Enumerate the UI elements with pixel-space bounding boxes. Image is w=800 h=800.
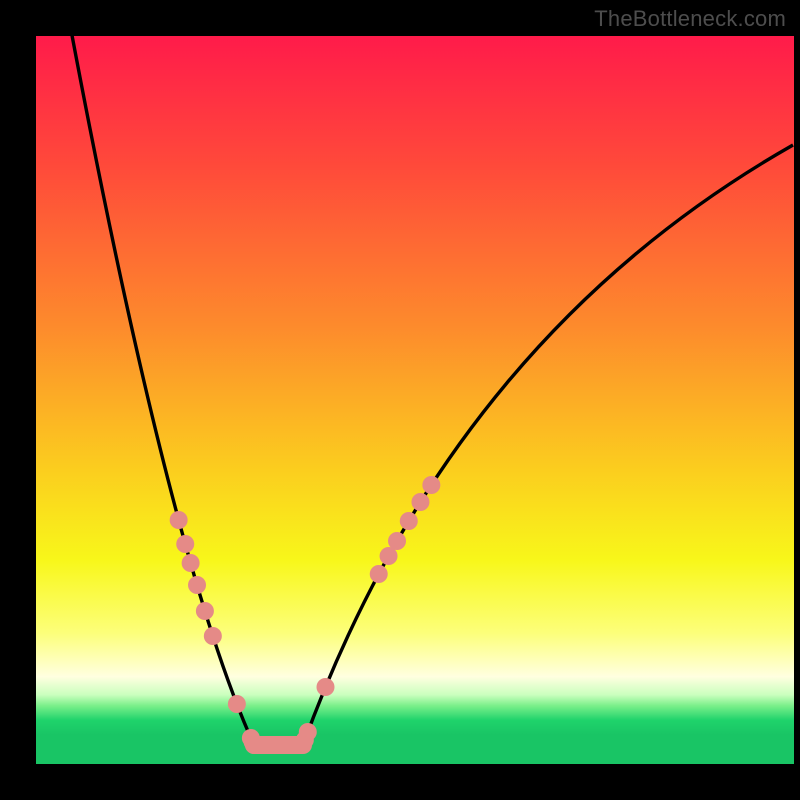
right-marker (400, 512, 418, 530)
left-marker (196, 602, 214, 620)
left-marker (182, 554, 200, 572)
left-marker (188, 576, 206, 594)
left-marker (228, 695, 246, 713)
right-marker (370, 565, 388, 583)
left-marker (170, 511, 188, 529)
chart-container: TheBottleneck.com (0, 0, 800, 800)
right-marker (422, 476, 440, 494)
bottleneck-chart (0, 0, 800, 800)
left-marker (204, 627, 222, 645)
right-marker (388, 532, 406, 550)
right-marker (317, 678, 335, 696)
watermark-text: TheBottleneck.com (594, 6, 786, 32)
left-marker (176, 535, 194, 553)
right-marker (411, 493, 429, 511)
